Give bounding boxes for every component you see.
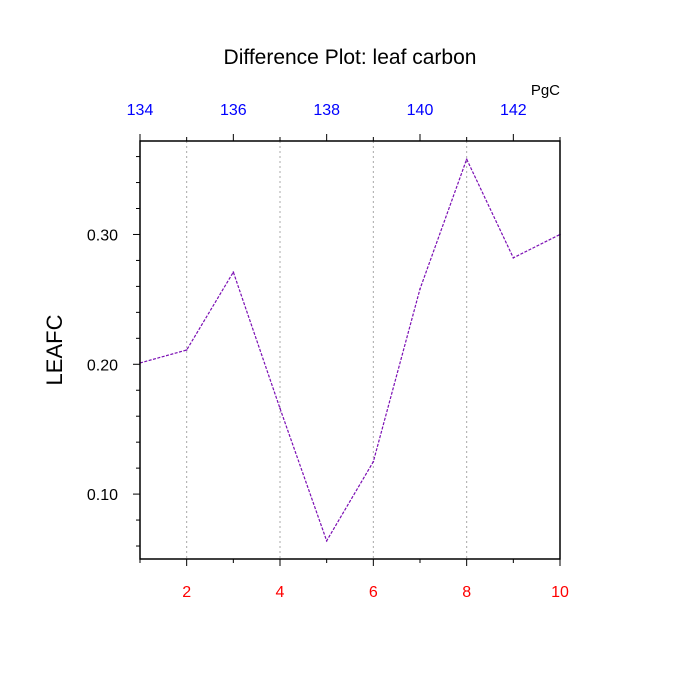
y-tick-label: 0.10: [87, 487, 118, 504]
data-point: [372, 460, 375, 463]
top-tick-label: 134: [127, 102, 154, 119]
units-label: PgC: [531, 82, 560, 99]
series-line: [139, 157, 561, 543]
axis-ticks: [133, 134, 561, 566]
data-point: [465, 158, 468, 160]
top-tick-label: 142: [500, 102, 527, 119]
data-point: [512, 257, 515, 259]
y-axis-tick-labels: 0.10 0.20 0.30: [87, 227, 118, 504]
x-tick-label: 8: [462, 584, 471, 601]
top-tick-label: 138: [313, 102, 340, 119]
y-tick-label: 0.30: [87, 227, 118, 244]
x-tick-label: 4: [276, 584, 285, 601]
top-tick-label: 140: [407, 102, 434, 119]
top-axis-tick-labels: 134 136 138 140 142: [127, 102, 527, 119]
x-tick-label: 2: [182, 584, 191, 601]
data-point: [185, 349, 188, 351]
x-axis-tick-labels: 2 4 6 8 10: [182, 584, 569, 601]
y-tick-label: 0.20: [87, 357, 118, 374]
data-point: [325, 540, 328, 542]
data-point: [419, 288, 421, 290]
top-tick-label: 136: [220, 102, 247, 119]
data-point: [279, 407, 281, 410]
plot-frame: [139, 140, 561, 560]
y-axis-label: LEAFC: [42, 314, 67, 385]
x-tick-label: 10: [551, 584, 569, 601]
chart-title: Difference Plot: leaf carbon: [224, 46, 477, 69]
vertical-gridlines: [186, 141, 468, 559]
data-point: [232, 271, 235, 273]
x-tick-label: 6: [369, 584, 378, 601]
series-group: [139, 157, 561, 543]
